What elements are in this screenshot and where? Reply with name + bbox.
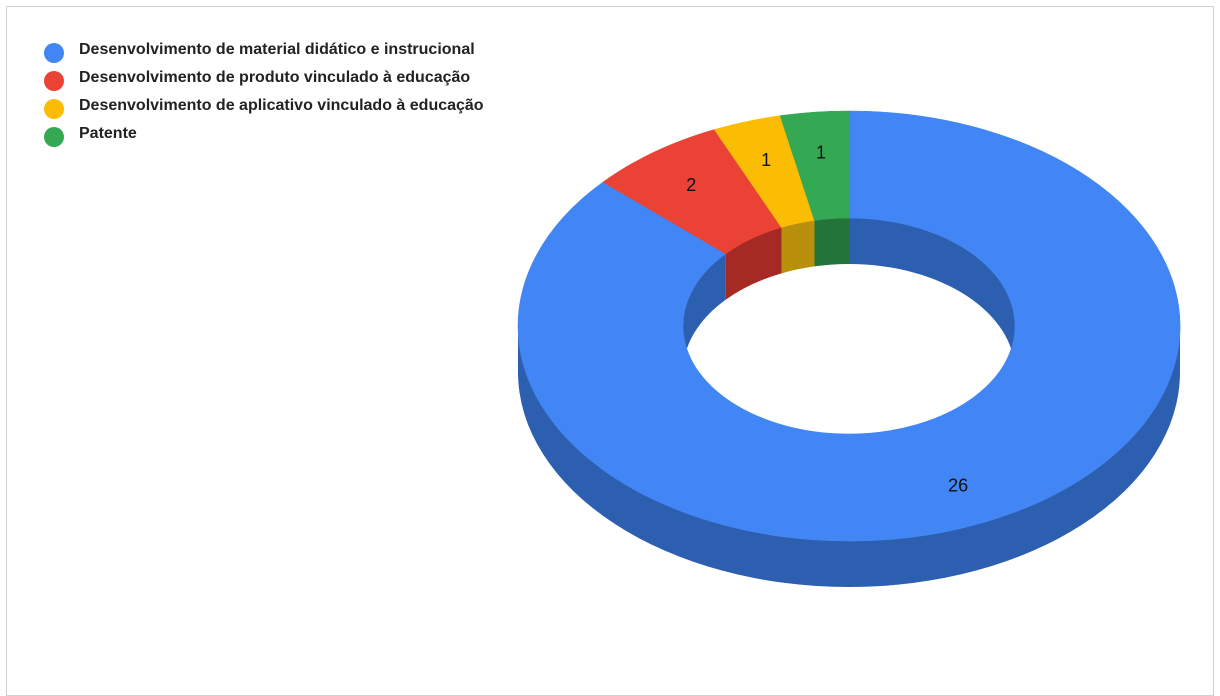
inner-wall-patente: [814, 218, 849, 267]
legend-item-aplicativo[interactable]: Desenvolvimento de aplicativo vinculado …: [44, 97, 484, 119]
legend-label: Desenvolvimento de produto vinculado à e…: [79, 69, 471, 86]
legend-swatch-yellow: [44, 99, 64, 119]
legend-label: Patente: [79, 125, 137, 142]
outer-wall-material-didatico: [518, 326, 1180, 587]
inner-wall-material-didatico: [849, 218, 1015, 372]
donut-top-layer: [517, 110, 1181, 542]
legend-swatch-blue: [44, 43, 64, 63]
legend-item-produto[interactable]: Desenvolvimento de produto vinculado à e…: [44, 69, 484, 91]
legend-swatch-red: [44, 71, 64, 91]
slice-patente: [779, 110, 850, 221]
data-label-aplicativo: 1: [761, 150, 771, 170]
inner-wall-material-didatico: [682, 253, 726, 372]
donut-depth-layer: [518, 218, 1180, 587]
inner-wall-aplicativo: [781, 220, 815, 274]
chart-legend: Desenvolvimento de material didático e i…: [44, 42, 484, 154]
data-label-material-didatico: 26: [948, 475, 968, 495]
inner-wall-produto: [725, 227, 782, 300]
legend-label: Desenvolvimento de material didático e i…: [79, 41, 475, 58]
legend-swatch-green: [44, 127, 64, 147]
data-label-patente: 1: [816, 143, 826, 163]
legend-item-patente[interactable]: Patente: [44, 125, 484, 147]
legend-item-material-didatico[interactable]: Desenvolvimento de material didático e i…: [44, 41, 484, 63]
slice-material-didatico: [517, 110, 1181, 542]
legend-label: Desenvolvimento de aplicativo vinculado …: [79, 97, 484, 114]
data-label-produto: 2: [686, 175, 696, 195]
donut-labels: 26 2 1 1: [686, 143, 968, 496]
